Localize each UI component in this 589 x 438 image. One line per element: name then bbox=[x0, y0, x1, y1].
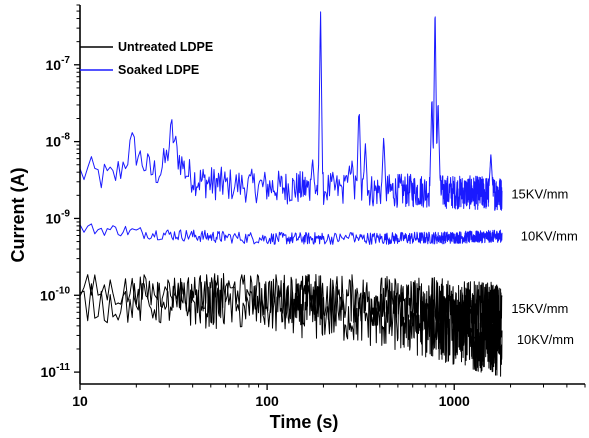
series-line-0 bbox=[79, 11, 503, 211]
x-axis-title: Time (s) bbox=[270, 412, 339, 432]
y-tick-label: 10-11 bbox=[41, 362, 71, 380]
x-tick-label: 10 bbox=[72, 393, 88, 409]
y-tick-label: 10-7 bbox=[46, 55, 71, 73]
field-label-0: 15KV/mm bbox=[511, 187, 568, 202]
ticks: 10 100 1000 10-11 10-10 10-9 10-8 10-7 bbox=[40, 4, 586, 409]
y-tick-label: 10-8 bbox=[46, 132, 71, 150]
y-axis-title: Current (A) bbox=[8, 168, 28, 263]
series-line-1 bbox=[79, 223, 503, 245]
legend-label-untreated: Untreated LDPE bbox=[118, 40, 213, 54]
annotations: 15KV/mm 10KV/mm 15KV/mm 10KV/mm bbox=[511, 187, 577, 347]
axes bbox=[79, 5, 585, 385]
field-label-2: 15KV/mm bbox=[511, 301, 568, 316]
legend-label-soaked: Soaked LDPE bbox=[118, 63, 199, 77]
field-label-1: 10KV/mm bbox=[521, 228, 578, 243]
field-label-3: 10KV/mm bbox=[517, 332, 574, 347]
y-tick-label: 10-9 bbox=[46, 208, 71, 226]
x-tick-label: 100 bbox=[255, 393, 279, 409]
series-line-3 bbox=[79, 280, 503, 377]
legend: Untreated LDPE Soaked LDPE bbox=[80, 40, 213, 77]
series-layer bbox=[79, 11, 503, 377]
x-tick-label: 1000 bbox=[439, 393, 470, 409]
y-tick-label: 10-10 bbox=[40, 285, 70, 303]
